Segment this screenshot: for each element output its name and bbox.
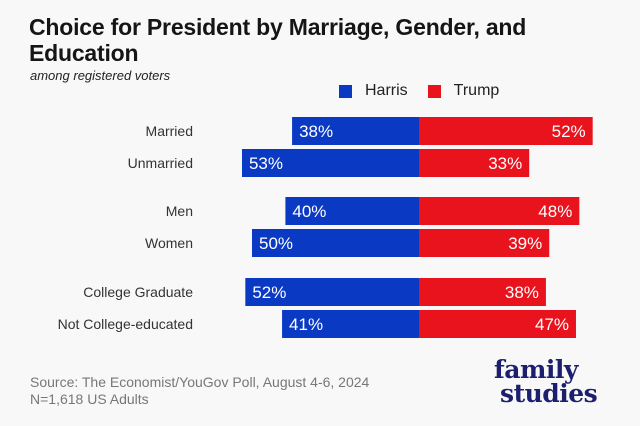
data-label-trump-college-graduate: 38% xyxy=(505,283,539,302)
logo-line-1: family xyxy=(494,355,578,384)
legend-label-trump: Trump xyxy=(453,82,500,99)
family-studies-logo: family studies xyxy=(494,355,598,408)
data-label-harris-not-college-educated: 41% xyxy=(289,315,323,334)
bar-harris-married xyxy=(292,117,419,145)
data-label-harris-unmarried: 53% xyxy=(249,154,283,173)
logo-line-2: studies xyxy=(500,379,598,408)
data-label-trump-women: 39% xyxy=(508,234,542,253)
data-label-harris-men: 40% xyxy=(292,202,326,221)
chart-subtitle: among registered voters xyxy=(30,68,171,83)
legend-item-harris: Harris xyxy=(339,82,408,100)
legend-swatch-harris xyxy=(339,84,352,98)
sample-size: N=1,618 US Adults xyxy=(30,391,149,407)
category-label-married: Married xyxy=(146,123,193,139)
category-label-women: Women xyxy=(145,235,193,251)
category-label-unmarried: Unmarried xyxy=(128,155,193,171)
bar-harris-not-college-educated xyxy=(282,310,419,338)
source-note: Source: The Economist/YouGov Poll, Augus… xyxy=(30,374,369,408)
legend-label-harris: Harris xyxy=(365,82,408,99)
data-label-harris-college-graduate: 52% xyxy=(252,283,286,302)
bar-trump-women xyxy=(419,229,550,257)
legend-swatch-trump xyxy=(427,84,441,98)
bar-trump-unmarried xyxy=(419,149,530,177)
category-label-college-graduate: College Graduate xyxy=(83,284,193,300)
source-text: Source: The Economist/YouGov Poll, Augus… xyxy=(30,374,370,390)
legend: Harris Trump xyxy=(339,82,519,100)
data-label-trump-men: 48% xyxy=(538,202,572,221)
category-label-not-college-educated: Not College-educated xyxy=(58,316,193,332)
data-label-trump-not-college-educated: 47% xyxy=(535,315,569,334)
data-label-harris-married: 38% xyxy=(299,122,333,141)
data-label-trump-unmarried: 33% xyxy=(488,154,522,173)
legend-item-trump: Trump xyxy=(427,82,500,100)
data-label-trump-married: 52% xyxy=(552,122,586,141)
category-label-men: Men xyxy=(166,203,193,219)
bar-trump-married xyxy=(419,117,593,145)
bar-harris-men xyxy=(285,197,419,225)
bar-trump-college-graduate xyxy=(419,278,546,306)
data-label-harris-women: 50% xyxy=(259,234,293,253)
bar-trump-men xyxy=(419,197,580,225)
bar-harris-unmarried xyxy=(241,149,419,177)
bar-harris-college-graduate xyxy=(245,278,419,306)
bar-trump-not-college-educated xyxy=(419,310,576,338)
bar-harris-women xyxy=(252,229,419,257)
chart-title: Choice for President by Marriage, Gender… xyxy=(29,14,527,66)
